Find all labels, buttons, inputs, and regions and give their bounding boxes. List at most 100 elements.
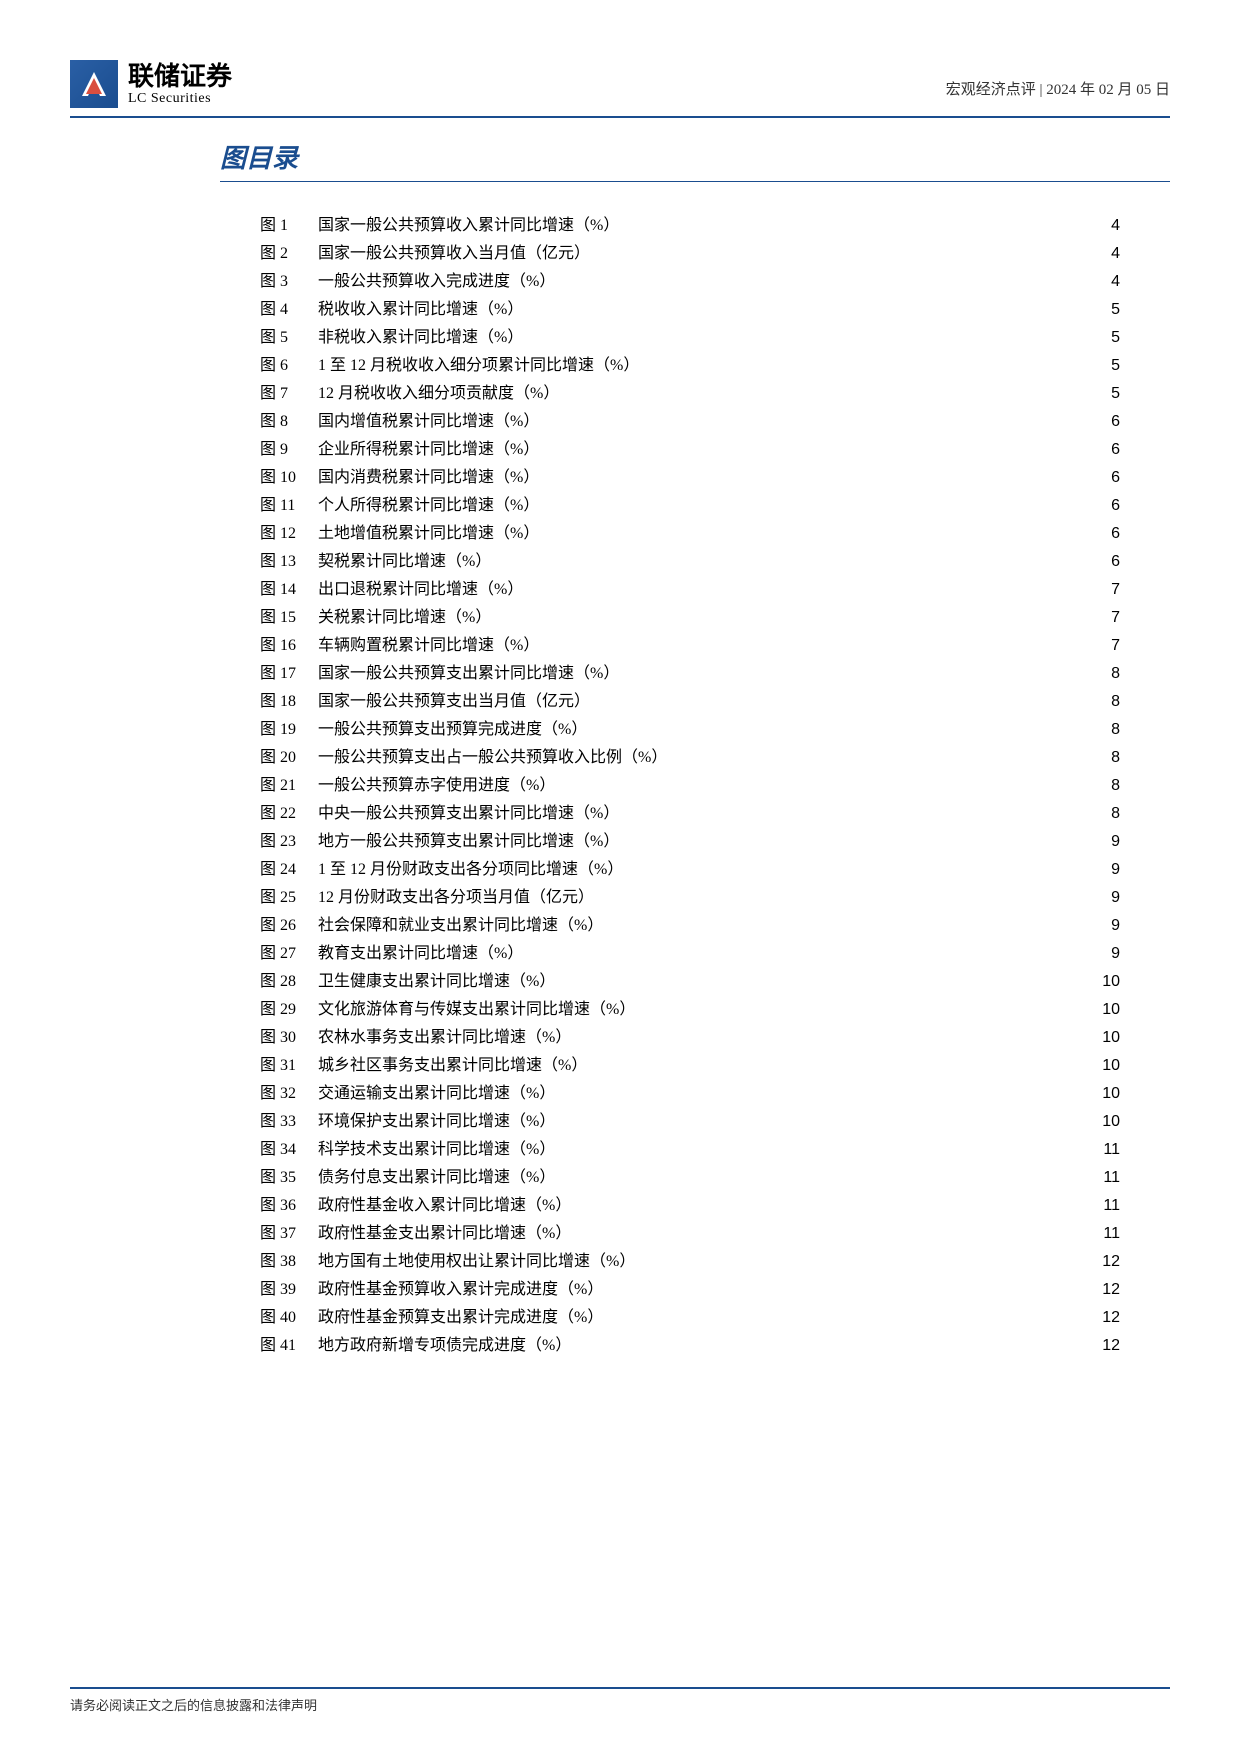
- toc-page: 9: [1111, 856, 1120, 884]
- toc-item: 图 37政府性基金支出累计同比增速（%）11: [260, 1220, 1120, 1248]
- toc-item: 图 31城乡社区事务支出累计同比增速（%）10: [260, 1052, 1120, 1080]
- toc-item: 图 39政府性基金预算收入累计完成进度（%）12: [260, 1276, 1120, 1304]
- toc-item: 图 3一般公共预算收入完成进度（%）4: [260, 268, 1120, 296]
- toc-label: 图 38: [260, 1248, 318, 1276]
- toc-page: 6: [1111, 436, 1120, 464]
- toc-item: 图 17国家一般公共预算支出累计同比增速（%）8: [260, 660, 1120, 688]
- toc-dots: [639, 1013, 1098, 1014]
- footer-disclaimer: 请务必阅读正文之后的信息披露和法律声明: [70, 1687, 1170, 1714]
- toc-dots: [575, 1349, 1098, 1350]
- toc-title: 契税累计同比增速（%）: [318, 548, 491, 576]
- toc-page: 8: [1111, 688, 1120, 716]
- doc-date: 2024 年 02 月 05 日: [1046, 82, 1170, 98]
- toc-item: 图 34科学技术支出累计同比增速（%）11: [260, 1136, 1120, 1164]
- toc-dots: [607, 929, 1107, 930]
- toc-label: 图 1: [260, 212, 318, 240]
- toc-dots: [643, 369, 1107, 370]
- toc-page: 5: [1111, 380, 1120, 408]
- toc-dots: [627, 873, 1107, 874]
- toc-page: 6: [1111, 464, 1120, 492]
- toc-dots: [527, 957, 1107, 958]
- toc-label: 图 11: [260, 492, 318, 520]
- toc-dots: [563, 397, 1107, 398]
- header-meta: 宏观经济点评 | 2024 年 02 月 05 日: [946, 60, 1170, 99]
- toc-page: 8: [1111, 800, 1120, 828]
- toc-label: 图 41: [260, 1332, 318, 1360]
- toc-title: 非税收入累计同比增速（%）: [318, 324, 523, 352]
- toc-dots: [559, 1181, 1099, 1182]
- toc-title: 税收收入累计同比增速（%）: [318, 296, 523, 324]
- toc-item: 图 33环境保护支出累计同比增速（%）10: [260, 1108, 1120, 1136]
- toc-label: 图 26: [260, 912, 318, 940]
- toc-dots: [543, 509, 1107, 510]
- toc-dots: [623, 229, 1107, 230]
- toc-item: 图 27教育支出累计同比增速（%）9: [260, 940, 1120, 968]
- toc-dots: [543, 537, 1107, 538]
- toc-page: 10: [1102, 996, 1120, 1024]
- toc-dots: [639, 1265, 1098, 1266]
- toc-page: 5: [1111, 296, 1120, 324]
- toc-title: 国家一般公共预算支出当月值（亿元）: [318, 688, 590, 716]
- toc-page: 4: [1111, 240, 1120, 268]
- toc-title: 一般公共预算支出占一般公共预算收入比例（%）: [318, 744, 667, 772]
- toc-item: 图 19一般公共预算支出预算完成进度（%）8: [260, 716, 1120, 744]
- doc-category: 宏观经济点评: [946, 82, 1036, 98]
- toc-title: 地方国有土地使用权出让累计同比增速（%）: [318, 1248, 635, 1276]
- toc-dots: [559, 285, 1107, 286]
- toc-dots: [527, 313, 1107, 314]
- toc-item: 图 18国家一般公共预算支出当月值（亿元） 8: [260, 688, 1120, 716]
- toc-label: 图 6: [260, 352, 318, 380]
- toc-title: 地方一般公共预算支出累计同比增速（%）: [318, 828, 619, 856]
- toc-title: 土地增值税累计同比增速（%）: [318, 520, 539, 548]
- toc-item: 图 26社会保障和就业支出累计同比增速（%）9: [260, 912, 1120, 940]
- toc-item: 图 15关税累计同比增速（%）7: [260, 604, 1120, 632]
- toc-page: 5: [1111, 352, 1120, 380]
- toc-page: 7: [1111, 576, 1120, 604]
- toc-item: 图 36政府性基金收入累计同比增速（%）11: [260, 1192, 1120, 1220]
- toc-page: 7: [1111, 604, 1120, 632]
- toc-page: 5: [1111, 324, 1120, 352]
- toc-item: 图 2国家一般公共预算收入当月值（亿元）4: [260, 240, 1120, 268]
- toc-title: 一般公共预算收入完成进度（%）: [318, 268, 555, 296]
- toc-item: 图 40政府性基金预算支出累计完成进度（%）12: [260, 1304, 1120, 1332]
- toc-page: 10: [1102, 1080, 1120, 1108]
- toc-title: 个人所得税累计同比增速（%）: [318, 492, 539, 520]
- logo-en: LC Securities: [128, 91, 232, 106]
- toc-label: 图 9: [260, 436, 318, 464]
- toc-title: 城乡社区事务支出累计同比增速（%）: [318, 1052, 587, 1080]
- toc-item: 图 9企业所得税累计同比增速（%）6: [260, 436, 1120, 464]
- toc-label: 图 18: [260, 688, 318, 716]
- toc-page: 9: [1111, 884, 1120, 912]
- toc-list: 图 1国家一般公共预算收入累计同比增速（%） 4图 2国家一般公共预算收入当月值（…: [260, 212, 1120, 1360]
- toc-title: 国家一般公共预算收入累计同比增速（%）: [318, 212, 619, 240]
- toc-label: 图 40: [260, 1304, 318, 1332]
- toc-title: 政府性基金收入累计同比增速（%）: [318, 1192, 571, 1220]
- toc-dots: [543, 481, 1107, 482]
- toc-page: 12: [1102, 1332, 1120, 1360]
- toc-page: 12: [1102, 1276, 1120, 1304]
- toc-title: 国家一般公共预算支出累计同比增速（%）: [318, 660, 619, 688]
- toc-label: 图 21: [260, 772, 318, 800]
- toc-page: 8: [1111, 660, 1120, 688]
- toc-page: 10: [1102, 1108, 1120, 1136]
- toc-dots: [591, 1069, 1098, 1070]
- toc-label: 图 29: [260, 996, 318, 1024]
- toc-label: 图 24: [260, 856, 318, 884]
- toc-page: 6: [1111, 492, 1120, 520]
- toc-item: 图 5非税收入累计同比增速（%）5: [260, 324, 1120, 352]
- toc-item: 图 10国内消费税累计同比增速（%）6: [260, 464, 1120, 492]
- toc-item: 图 35债务付息支出累计同比增速（%）11: [260, 1164, 1120, 1192]
- toc-dots: [594, 257, 1107, 258]
- toc-dots: [623, 845, 1107, 846]
- toc-page: 11: [1103, 1164, 1120, 1192]
- toc-label: 图 15: [260, 604, 318, 632]
- toc-label: 图 2: [260, 240, 318, 268]
- logo-cn: 联储证券: [128, 62, 232, 91]
- toc-label: 图 8: [260, 408, 318, 436]
- toc-label: 图 20: [260, 744, 318, 772]
- toc-title: 中央一般公共预算支出累计同比增速（%）: [318, 800, 619, 828]
- toc-title: 出口退税累计同比增速（%）: [318, 576, 523, 604]
- toc-label: 图 33: [260, 1108, 318, 1136]
- toc-label: 图 3: [260, 268, 318, 296]
- toc-item: 图 16车辆购置税累计同比增速（%）7: [260, 632, 1120, 660]
